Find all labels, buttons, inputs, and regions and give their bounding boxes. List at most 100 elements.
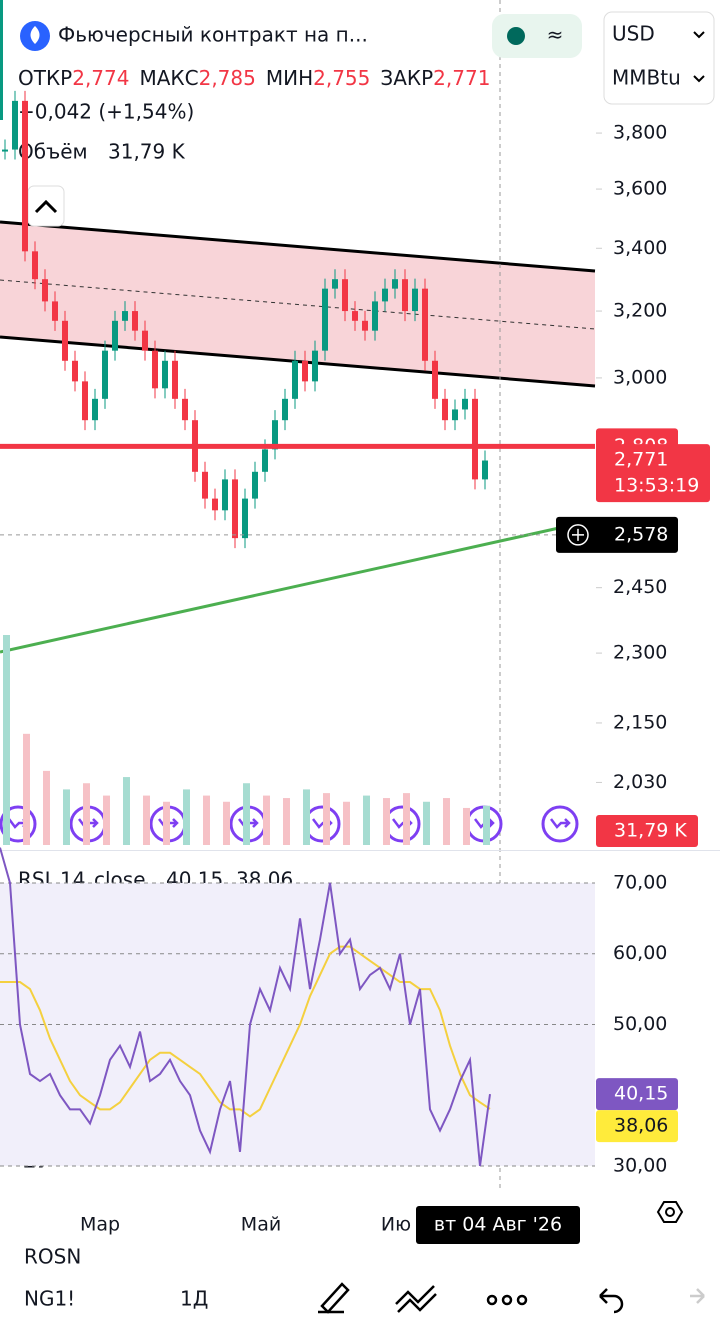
dropdown-icons xyxy=(693,31,705,83)
candle xyxy=(452,409,458,421)
interval-button[interactable]: 1Д xyxy=(180,1287,208,1311)
y-tick-label: 2,300 xyxy=(613,642,667,664)
draw-icon[interactable] xyxy=(318,1282,350,1314)
volume-bar xyxy=(463,807,470,845)
chevron-icon xyxy=(34,199,58,214)
candle xyxy=(412,288,418,312)
pane-divider xyxy=(0,850,720,851)
plus-sign xyxy=(572,528,584,541)
candle xyxy=(252,471,258,499)
candle xyxy=(362,320,368,331)
volume-bar xyxy=(303,789,310,845)
candle xyxy=(202,471,208,499)
change: +0,042 (+1,54%) xyxy=(18,100,194,124)
x-tick-label: Мар xyxy=(80,1214,120,1236)
candle xyxy=(322,288,328,351)
volume-bar xyxy=(383,798,390,845)
candle xyxy=(172,360,178,399)
candle xyxy=(152,350,158,389)
indicator-icon[interactable] xyxy=(395,1285,437,1313)
candle xyxy=(402,279,408,312)
rsi-line xyxy=(0,847,491,1167)
more-icon[interactable] xyxy=(486,1294,528,1306)
candle xyxy=(232,479,238,539)
candle xyxy=(32,251,38,280)
candle xyxy=(242,498,248,539)
rsi-tag xyxy=(596,1078,678,1111)
candle xyxy=(12,100,18,150)
candle xyxy=(442,398,448,421)
market-dot xyxy=(507,27,525,45)
rsi-tick-label: 70,00 xyxy=(613,871,667,893)
candle xyxy=(82,381,88,421)
flame-icon xyxy=(30,26,40,44)
volume-bar xyxy=(223,801,230,845)
currency[interactable]: USD xyxy=(612,22,655,46)
volume-value: 31,79 K xyxy=(108,140,186,164)
volume-label: Объём xyxy=(18,140,88,164)
volume-bar xyxy=(203,795,210,845)
y-tick-label: 3,600 xyxy=(613,178,667,200)
candle xyxy=(482,460,488,480)
ohlc: ОТКР2,774 МАКС2,785 МИН2,755 ЗАКР2,771 xyxy=(18,66,490,90)
candle xyxy=(332,279,338,289)
event-arrow xyxy=(550,818,571,829)
candle xyxy=(122,311,128,321)
channel-mid xyxy=(0,279,596,330)
y-tick-label: 3,000 xyxy=(613,366,667,388)
ohlc-label: МАКС xyxy=(139,66,198,90)
crosshair-tag[interactable] xyxy=(556,516,678,553)
volume-bar xyxy=(343,801,350,845)
y-tick-label: 3,400 xyxy=(613,237,667,259)
volume-bar xyxy=(123,777,130,845)
volume-bar xyxy=(483,805,490,845)
ohlc-value: 2,785 xyxy=(199,66,256,90)
x-tick-label: Ию xyxy=(381,1214,411,1236)
candle xyxy=(282,398,288,421)
y-tick-label: 3,800 xyxy=(613,122,667,144)
volume-bar xyxy=(423,801,430,845)
candle xyxy=(162,360,168,389)
status-pill[interactable] xyxy=(492,14,582,58)
settings-icon[interactable] xyxy=(656,1201,684,1223)
candle xyxy=(312,350,318,382)
candle xyxy=(342,279,348,312)
candle xyxy=(42,279,48,302)
candle xyxy=(102,350,108,399)
symbol-button[interactable]: NG1! xyxy=(24,1287,75,1311)
volume-bar xyxy=(443,798,450,845)
volume-tag-label: 31,79 K xyxy=(614,820,687,842)
undo-icon[interactable] xyxy=(599,1288,624,1314)
unit[interactable]: MMBtu xyxy=(612,66,681,90)
candle xyxy=(422,288,428,361)
redo-icon xyxy=(690,1288,705,1304)
candle xyxy=(432,360,438,399)
y-tick-label: 2,030 xyxy=(613,771,667,793)
volume-bar xyxy=(143,795,150,845)
volume-bar xyxy=(403,793,410,845)
candle xyxy=(22,100,28,252)
candle xyxy=(272,420,278,450)
candle xyxy=(182,398,188,421)
ghost-symbol: ROSN xyxy=(24,1245,81,1269)
settings-dot xyxy=(665,1207,675,1217)
channel-top xyxy=(0,220,596,273)
candle xyxy=(302,360,308,382)
y-tick-label: 2,150 xyxy=(613,711,667,733)
ohlc-value: 2,771 xyxy=(433,66,490,90)
volume-bar xyxy=(363,795,370,845)
y-tick-label: 3,200 xyxy=(613,300,667,322)
collapse-button[interactable] xyxy=(27,185,65,227)
ohlc-label: ОТКР xyxy=(18,66,72,90)
last-tag xyxy=(596,444,710,503)
rsi-ma-line xyxy=(0,945,491,1118)
ohlc-value: 2,774 xyxy=(72,66,129,90)
x-tick-label: Май xyxy=(241,1214,281,1236)
volume-bar xyxy=(63,789,70,845)
candle xyxy=(392,279,398,289)
last-timer: 13:53:19 xyxy=(614,475,699,497)
ohlc-label: МИН xyxy=(266,66,313,90)
rsi-tick-label: 30,00 xyxy=(613,1154,667,1176)
volume-bar xyxy=(183,789,190,845)
edge-accent xyxy=(0,0,3,120)
